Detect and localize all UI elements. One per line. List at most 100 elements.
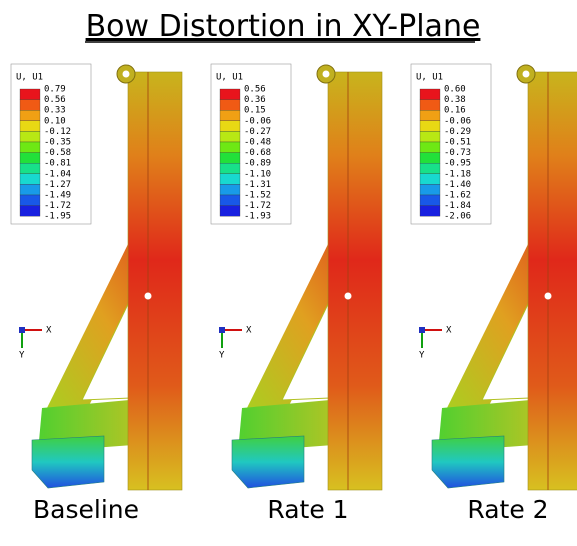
legend-swatch bbox=[19, 88, 41, 100]
legend-swatch bbox=[19, 99, 41, 111]
legend-value: -0.35 bbox=[44, 138, 71, 148]
legend-value: -1.93 bbox=[244, 212, 271, 222]
legend-swatch bbox=[19, 141, 41, 153]
legend-swatch bbox=[219, 141, 241, 153]
axis-y-label: Y bbox=[219, 351, 225, 361]
panel: U, U10.560.360.15-0.06-0.27-0.48-0.68-0.… bbox=[210, 63, 383, 524]
panel: U, U10.790.560.330.10-0.12-0.35-0.58-0.8… bbox=[10, 63, 183, 524]
axis-x-label: X bbox=[446, 326, 452, 336]
legend-value: 0.79 bbox=[44, 85, 66, 95]
legend-value: -0.73 bbox=[444, 148, 471, 158]
legend-value: 0.38 bbox=[444, 95, 466, 105]
legend-value: -0.06 bbox=[444, 116, 471, 126]
bracket bbox=[31, 435, 105, 489]
legend-swatch bbox=[19, 194, 41, 206]
legend-swatch bbox=[419, 110, 441, 121]
legend-swatch bbox=[219, 88, 241, 100]
legend-swatch bbox=[19, 184, 41, 196]
bracket bbox=[431, 435, 505, 489]
legend-swatch bbox=[219, 120, 241, 132]
ear-hole bbox=[522, 70, 530, 78]
legend-swatch bbox=[19, 173, 41, 185]
legend-value: 0.15 bbox=[244, 106, 266, 116]
legend-value: -0.29 bbox=[444, 127, 471, 137]
legend-swatch bbox=[219, 163, 241, 174]
legend-swatch bbox=[419, 173, 441, 185]
legend-value: -1.40 bbox=[444, 180, 471, 190]
legend-swatch bbox=[419, 152, 441, 164]
legend-value: 0.56 bbox=[244, 85, 266, 95]
legend-value: -2.06 bbox=[444, 212, 471, 222]
axis-x-label: X bbox=[246, 326, 252, 336]
legend-title: U, U1 bbox=[416, 73, 443, 83]
legend-swatch bbox=[219, 194, 241, 206]
legend-swatch bbox=[419, 194, 441, 206]
legend-swatch bbox=[419, 120, 441, 132]
legend-swatch bbox=[219, 131, 241, 143]
legend-swatch bbox=[19, 131, 41, 143]
legend-value: -1.31 bbox=[244, 180, 271, 190]
legend-swatch bbox=[219, 110, 241, 121]
legend-value: -1.84 bbox=[444, 201, 471, 211]
axis-y-label: Y bbox=[419, 351, 425, 361]
legend-value: -0.48 bbox=[244, 138, 271, 148]
legend-value: -1.72 bbox=[44, 201, 71, 211]
legend-swatch bbox=[419, 184, 441, 196]
legend-swatch bbox=[219, 184, 241, 196]
legend-value: -1.49 bbox=[44, 191, 71, 201]
legend-swatch bbox=[419, 99, 441, 111]
legend-swatch bbox=[419, 141, 441, 153]
tube bbox=[527, 71, 577, 491]
legend-swatch bbox=[419, 131, 441, 143]
legend-value: -0.58 bbox=[44, 148, 71, 158]
caption: Rate 1 bbox=[267, 495, 348, 524]
tube bbox=[327, 71, 383, 491]
legend-value: -1.18 bbox=[444, 169, 471, 179]
legend-title: U, U1 bbox=[16, 73, 43, 83]
legend-swatch bbox=[419, 163, 441, 174]
legend-value: -0.89 bbox=[244, 159, 271, 169]
tube bbox=[127, 71, 183, 491]
legend-swatch bbox=[219, 173, 241, 185]
legend-swatch bbox=[19, 163, 41, 174]
hole bbox=[544, 292, 552, 300]
legend-value: -0.06 bbox=[244, 116, 271, 126]
legend-value: -1.10 bbox=[244, 169, 271, 179]
legend-value: -1.72 bbox=[244, 201, 271, 211]
legend-value: 0.60 bbox=[444, 85, 466, 95]
legend-value: 0.16 bbox=[444, 106, 466, 116]
hole bbox=[144, 292, 152, 300]
legend-value: -0.27 bbox=[244, 127, 271, 137]
legend-value: -1.62 bbox=[444, 191, 471, 201]
axis-origin bbox=[19, 327, 25, 333]
legend-swatch bbox=[219, 205, 241, 217]
legend-swatch bbox=[19, 110, 41, 121]
legend-value: -0.95 bbox=[444, 159, 471, 169]
legend-value: -1.04 bbox=[44, 169, 71, 179]
title: Bow Distortion in XY-Plane bbox=[86, 9, 481, 44]
axis-y-label: Y bbox=[19, 351, 25, 361]
legend-value: -1.27 bbox=[44, 180, 71, 190]
legend-value: -0.81 bbox=[44, 159, 71, 169]
legend-value: -1.52 bbox=[244, 191, 271, 201]
legend-swatch bbox=[19, 152, 41, 164]
caption: Baseline bbox=[33, 495, 139, 524]
legend-swatch bbox=[219, 152, 241, 164]
axis-origin bbox=[419, 327, 425, 333]
caption: Rate 2 bbox=[467, 495, 548, 524]
ear-hole bbox=[322, 70, 330, 78]
ear-hole bbox=[122, 70, 130, 78]
axis-x-label: X bbox=[46, 326, 52, 336]
legend-value: 0.36 bbox=[244, 95, 266, 105]
legend-title: U, U1 bbox=[216, 73, 243, 83]
bracket bbox=[231, 435, 305, 489]
legend-value: -0.12 bbox=[44, 127, 71, 137]
legend-swatch bbox=[419, 88, 441, 100]
legend-value: 0.56 bbox=[44, 95, 66, 105]
legend-value: -0.68 bbox=[244, 148, 271, 158]
legend-value: -1.95 bbox=[44, 212, 71, 222]
legend-swatch bbox=[19, 205, 41, 217]
legend-swatch bbox=[19, 120, 41, 132]
